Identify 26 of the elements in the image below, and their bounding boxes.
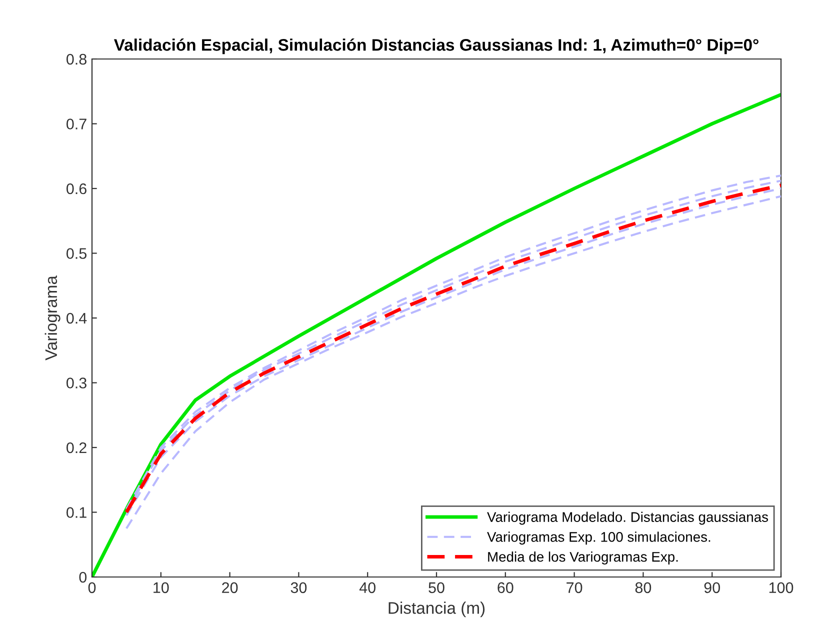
legend-label: Variograma Modelado. Distancias gaussianas — [487, 512, 768, 525]
y-tick-label: 0.8 — [66, 54, 86, 65]
x-tick-label: 40 — [359, 582, 376, 594]
legend-label: Media de los Variogramas Exp. — [488, 552, 678, 564]
x-tick-label: 50 — [428, 582, 444, 594]
x-axis-title: Distancia (m) — [388, 602, 485, 618]
x-tick-label: 70 — [566, 582, 582, 594]
y-tick-label: 0.5 — [66, 248, 86, 259]
y-tick-label: 0 — [79, 572, 87, 583]
y-tick-label: 0.6 — [66, 183, 86, 194]
x-tick-label: 0 — [88, 582, 96, 594]
x-tick-label: 30 — [290, 582, 307, 594]
x-tick-label: 90 — [704, 582, 720, 594]
y-tick-label: 0.4 — [66, 312, 87, 324]
x-tick-label: 100 — [769, 582, 794, 594]
x-tick-label: 20 — [222, 582, 238, 594]
x-tick-label: 60 — [498, 582, 514, 594]
y-axis-title: Variograma — [44, 276, 60, 360]
chart-title: Validación Espacial, Simulación Distancias Gaussianas Ind: 1, Azimuth=0° Dip=0° — [114, 38, 758, 54]
legend-label: Variogramas Exp. 100 simulaciones. — [487, 532, 710, 545]
y-tick-label: 0.1 — [66, 507, 86, 518]
x-tick-label: 10 — [154, 582, 169, 594]
y-tick-label: 0.2 — [66, 442, 86, 454]
y-tick-label: 0.7 — [66, 118, 86, 130]
y-tick-label: 0.3 — [66, 378, 86, 388]
x-tick-label: 80 — [635, 582, 652, 594]
